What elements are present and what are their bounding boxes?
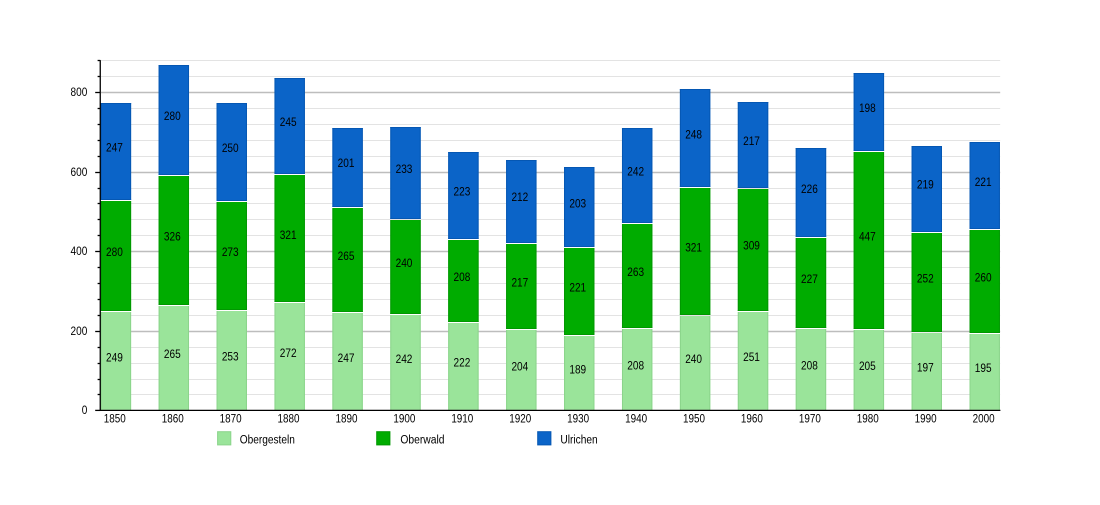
svg-text:321: 321 <box>280 230 297 242</box>
svg-text:221: 221 <box>975 177 992 189</box>
svg-text:247: 247 <box>106 142 123 154</box>
svg-text:309: 309 <box>743 241 760 253</box>
svg-text:245: 245 <box>280 117 297 129</box>
svg-text:1850: 1850 <box>104 413 126 425</box>
svg-text:189: 189 <box>569 364 586 376</box>
svg-text:Oberwald: Oberwald <box>400 435 444 447</box>
svg-text:321: 321 <box>685 243 702 255</box>
svg-text:204: 204 <box>511 361 528 373</box>
svg-text:265: 265 <box>338 251 355 263</box>
svg-text:197: 197 <box>917 363 934 375</box>
svg-text:249: 249 <box>106 352 123 364</box>
svg-text:1960: 1960 <box>741 413 763 425</box>
svg-text:326: 326 <box>164 232 181 244</box>
svg-text:240: 240 <box>685 354 702 366</box>
svg-text:400: 400 <box>71 246 88 258</box>
svg-text:219: 219 <box>917 180 934 192</box>
svg-text:2000: 2000 <box>973 413 995 425</box>
svg-text:201: 201 <box>338 158 355 170</box>
svg-text:226: 226 <box>801 184 818 196</box>
svg-text:233: 233 <box>396 164 413 176</box>
svg-text:223: 223 <box>454 186 471 198</box>
svg-text:1980: 1980 <box>857 413 879 425</box>
svg-text:1990: 1990 <box>915 413 937 425</box>
svg-text:1950: 1950 <box>683 413 705 425</box>
svg-text:200: 200 <box>71 326 88 338</box>
svg-text:251: 251 <box>743 352 760 364</box>
svg-text:1870: 1870 <box>220 413 242 425</box>
svg-text:280: 280 <box>164 111 181 123</box>
svg-text:1900: 1900 <box>393 413 415 425</box>
svg-text:222: 222 <box>454 358 471 370</box>
svg-text:Obergesteln: Obergesteln <box>240 435 295 447</box>
svg-text:247: 247 <box>338 353 355 365</box>
svg-text:208: 208 <box>627 361 644 373</box>
svg-text:1880: 1880 <box>278 413 300 425</box>
svg-text:212: 212 <box>511 192 528 204</box>
svg-text:242: 242 <box>627 166 644 178</box>
svg-text:1910: 1910 <box>451 413 473 425</box>
svg-text:263: 263 <box>627 267 644 279</box>
svg-text:0: 0 <box>82 405 88 417</box>
svg-text:1930: 1930 <box>567 413 589 425</box>
svg-text:203: 203 <box>569 198 586 210</box>
svg-text:447: 447 <box>859 231 876 243</box>
svg-text:800: 800 <box>71 87 88 99</box>
svg-text:Ulrichen: Ulrichen <box>560 435 597 447</box>
svg-text:198: 198 <box>859 103 876 115</box>
svg-text:1860: 1860 <box>162 413 184 425</box>
svg-text:208: 208 <box>454 272 471 284</box>
svg-text:1920: 1920 <box>509 413 531 425</box>
svg-text:1940: 1940 <box>625 413 647 425</box>
svg-text:1970: 1970 <box>799 413 821 425</box>
svg-text:280: 280 <box>106 247 123 259</box>
svg-text:260: 260 <box>975 273 992 285</box>
svg-text:195: 195 <box>975 363 992 375</box>
svg-text:272: 272 <box>280 348 297 360</box>
svg-text:248: 248 <box>685 129 702 141</box>
svg-text:205: 205 <box>859 361 876 373</box>
svg-text:227: 227 <box>801 274 818 286</box>
svg-text:600: 600 <box>71 167 88 179</box>
svg-text:217: 217 <box>743 136 760 148</box>
svg-text:208: 208 <box>801 361 818 373</box>
svg-text:242: 242 <box>396 354 413 366</box>
svg-text:221: 221 <box>569 283 586 295</box>
svg-text:240: 240 <box>396 258 413 270</box>
svg-text:1890: 1890 <box>335 413 357 425</box>
svg-text:253: 253 <box>222 352 239 364</box>
svg-text:250: 250 <box>222 143 239 155</box>
svg-text:217: 217 <box>511 278 528 290</box>
svg-text:252: 252 <box>917 273 934 285</box>
svg-text:273: 273 <box>222 247 239 259</box>
svg-text:265: 265 <box>164 349 181 361</box>
